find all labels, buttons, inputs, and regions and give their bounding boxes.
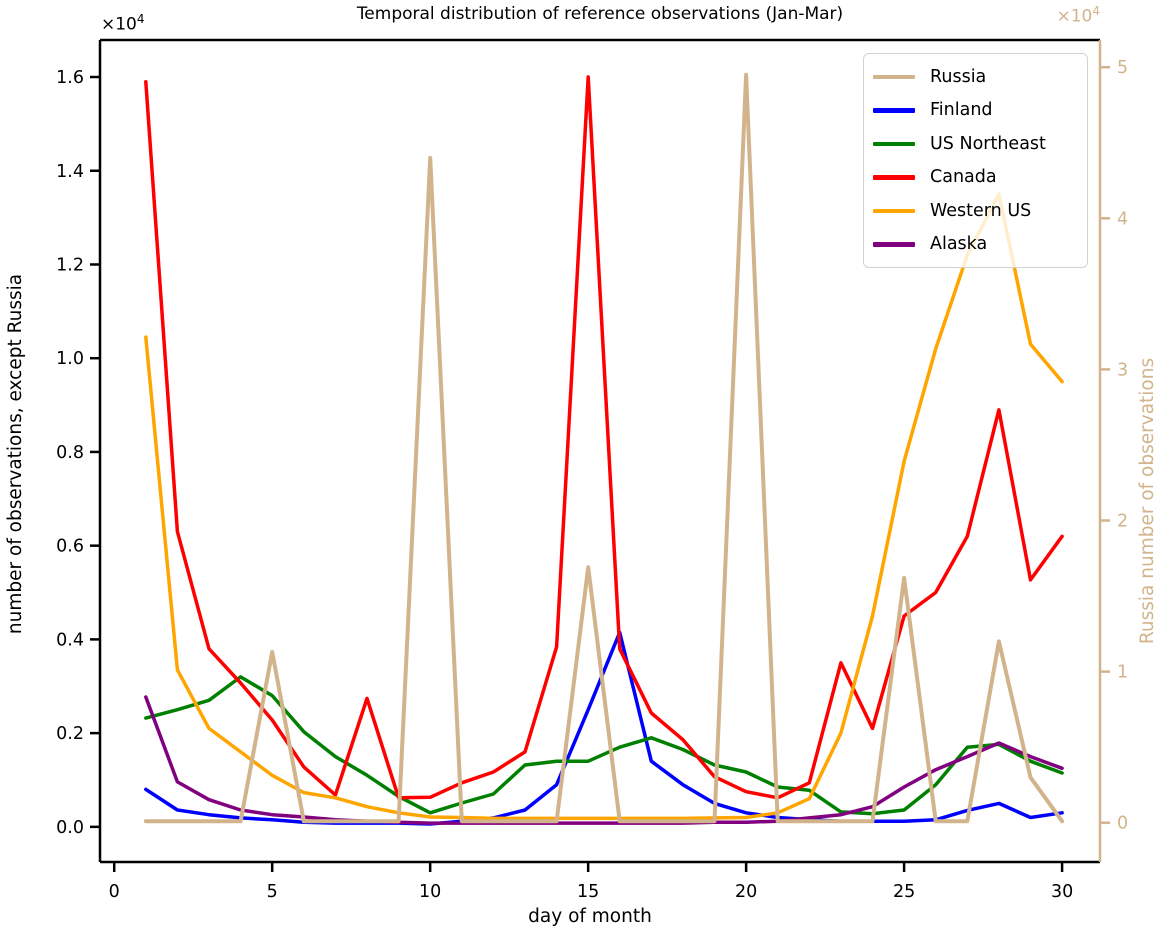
- legend-label-western-us: Western US: [930, 200, 1032, 221]
- legend-label-russia: Russia: [930, 66, 987, 87]
- left-y-tick-label: 0.6: [56, 537, 84, 557]
- legend-label-canada: Canada: [930, 167, 997, 188]
- left-y-tick-label: 1.2: [56, 255, 84, 275]
- x-tick-label: 20: [735, 882, 757, 902]
- series-line-alaska: [144, 695, 1064, 825]
- left-axis-offset-text: ×104: [101, 12, 145, 35]
- legend-entry-western-us: Western US: [873, 201, 1087, 221]
- series-line-russia: [143, 72, 1065, 824]
- right-axis-offset-text: ×104: [1020, 4, 1100, 27]
- legend-entry-us-northeast: US Northeast: [873, 134, 1087, 154]
- legend-label-finland: Finland: [930, 100, 993, 121]
- legend-label-alaska: Alaska: [930, 234, 988, 255]
- legend: Russia Finland US Northeast Canada Weste…: [863, 53, 1088, 268]
- right-offset-exponent: 4: [1092, 4, 1100, 18]
- left-y-tick-label: 0.4: [56, 630, 84, 650]
- right-y-tick-label: 4: [1117, 209, 1128, 229]
- right-y-axis-label: Russia number of observations: [1137, 357, 1158, 645]
- left-offset-base: ×10: [101, 14, 137, 35]
- left-offset-exponent: 4: [136, 12, 145, 26]
- chart-title: Temporal distribution of reference obser…: [356, 4, 844, 24]
- x-axis-label: day of month: [528, 906, 652, 927]
- x-tick-label: 0: [109, 882, 120, 902]
- right-y-tick-label: 3: [1117, 360, 1128, 380]
- legend-label-us-northeast: US Northeast: [930, 133, 1046, 154]
- legend-entry-russia: Russia: [873, 67, 1087, 87]
- series-line-finland: [144, 630, 1064, 826]
- legend-swatch-us-northeast: [873, 141, 915, 146]
- legend-entry-alaska: Alaska: [873, 234, 1087, 254]
- right-y-tick-label: 2: [1117, 512, 1128, 532]
- left-y-tick-label: 0.2: [56, 724, 84, 744]
- left-y-tick-label: 0.0: [56, 818, 84, 838]
- legend-entry-canada: Canada: [873, 167, 1087, 187]
- x-tick-label: 25: [893, 882, 915, 902]
- x-tick-label: 30: [1051, 882, 1073, 902]
- right-y-tick-label: 1: [1117, 663, 1128, 683]
- left-y-axis-label: number of observations, except Russia: [5, 273, 26, 635]
- legend-swatch-russia: [873, 74, 915, 79]
- legend-swatch-western-us: [873, 208, 915, 213]
- legend-swatch-alaska: [873, 242, 915, 247]
- left-y-tick-label: 1.0: [56, 349, 84, 369]
- left-y-tick-label: 0.8: [56, 443, 84, 463]
- legend-swatch-finland: [873, 108, 915, 113]
- left-y-tick-label: 1.4: [56, 162, 84, 182]
- legend-entry-finland: Finland: [873, 100, 1087, 120]
- right-y-tick-label: 5: [1117, 58, 1128, 78]
- x-tick-label: 10: [419, 882, 441, 902]
- x-tick-label: 5: [267, 882, 278, 902]
- legend-swatch-canada: [873, 175, 915, 180]
- right-y-tick-label: 0: [1117, 814, 1128, 834]
- right-offset-base: ×10: [1056, 6, 1093, 27]
- left-y-tick-label: 1.6: [56, 68, 84, 88]
- series-line-us-northeast: [144, 675, 1064, 816]
- x-tick-label: 15: [577, 882, 599, 902]
